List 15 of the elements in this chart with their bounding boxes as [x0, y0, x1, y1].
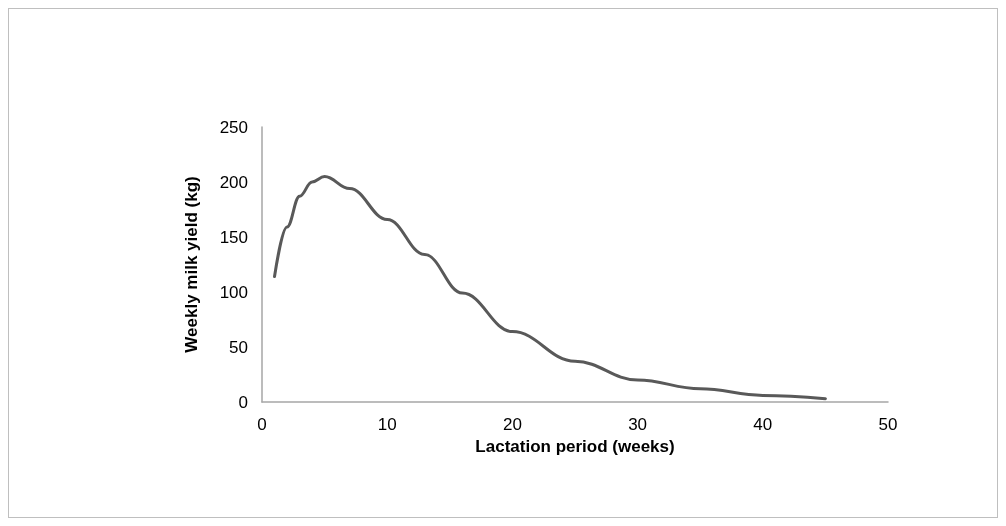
y-tick-label: 0 — [238, 392, 248, 412]
x-tick-label: 40 — [753, 415, 773, 434]
y-axis-title: Weekly milk yield (kg) — [182, 176, 201, 353]
x-tick-label: 50 — [878, 415, 898, 434]
x-tick-label: 20 — [502, 415, 522, 434]
y-tick-label: 100 — [219, 282, 248, 302]
x-tick-label: 30 — [628, 415, 648, 434]
x-tick-label: 10 — [377, 415, 397, 434]
line-series — [273, 175, 827, 401]
y-tick-label: 50 — [229, 337, 248, 357]
x-axis-title: Lactation period (weeks) — [475, 437, 675, 456]
x-tick-label: 0 — [257, 415, 267, 434]
y-tick-label: 150 — [219, 227, 248, 247]
y-tick-label: 250 — [219, 117, 248, 137]
y-tick-label: 200 — [219, 172, 248, 192]
